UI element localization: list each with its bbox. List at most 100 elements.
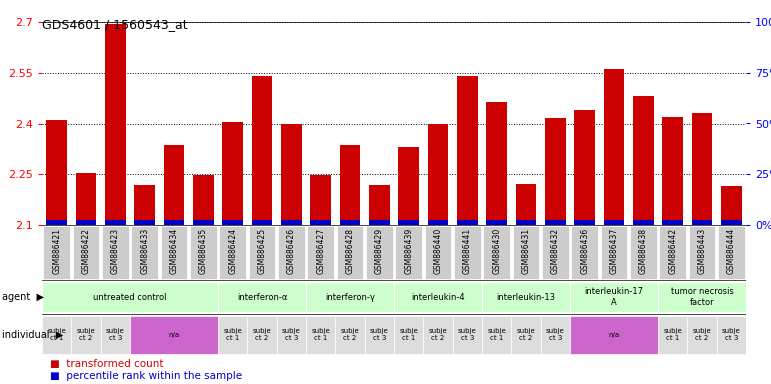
Bar — [340, 146, 360, 225]
Text: subje
ct 1: subje ct 1 — [487, 328, 506, 341]
Text: ■  percentile rank within the sample: ■ percentile rank within the sample — [49, 371, 242, 381]
Text: subje
ct 3: subje ct 3 — [458, 328, 476, 341]
Text: ■  transformed count: ■ transformed count — [49, 359, 163, 369]
FancyBboxPatch shape — [218, 316, 247, 354]
FancyBboxPatch shape — [394, 316, 423, 354]
FancyBboxPatch shape — [101, 316, 130, 354]
FancyBboxPatch shape — [190, 226, 217, 279]
Text: agent  ▶: agent ▶ — [2, 292, 44, 302]
FancyBboxPatch shape — [132, 226, 158, 279]
Bar — [163, 146, 184, 225]
Text: GSM886421: GSM886421 — [52, 228, 61, 274]
Text: n/a: n/a — [168, 332, 180, 338]
Text: GSM886443: GSM886443 — [698, 228, 706, 274]
Bar — [193, 220, 214, 225]
FancyBboxPatch shape — [394, 282, 482, 312]
Text: interferon-α: interferon-α — [237, 293, 287, 301]
Text: GSM886438: GSM886438 — [639, 228, 648, 274]
FancyBboxPatch shape — [687, 316, 717, 354]
Bar — [428, 220, 448, 225]
FancyBboxPatch shape — [542, 226, 568, 279]
Bar — [487, 101, 507, 225]
FancyBboxPatch shape — [511, 316, 540, 354]
Bar — [516, 220, 537, 225]
FancyBboxPatch shape — [72, 226, 99, 279]
Text: subje
ct 1: subje ct 1 — [311, 328, 330, 341]
Bar — [399, 220, 419, 225]
Text: subje
ct 2: subje ct 2 — [692, 328, 712, 341]
Text: GSM886427: GSM886427 — [316, 228, 325, 274]
Bar — [574, 220, 595, 225]
Bar — [604, 220, 625, 225]
Bar — [134, 185, 155, 225]
FancyBboxPatch shape — [218, 282, 306, 312]
Text: n/a: n/a — [608, 332, 620, 338]
FancyBboxPatch shape — [689, 226, 715, 279]
FancyBboxPatch shape — [658, 316, 687, 354]
FancyBboxPatch shape — [630, 226, 657, 279]
FancyBboxPatch shape — [658, 282, 746, 312]
Bar — [662, 117, 683, 225]
FancyBboxPatch shape — [335, 316, 365, 354]
Bar — [105, 24, 126, 225]
Text: GSM886432: GSM886432 — [550, 228, 560, 274]
Bar — [692, 220, 712, 225]
Bar — [222, 122, 243, 225]
Text: interleukin-4: interleukin-4 — [411, 293, 465, 301]
Bar — [516, 184, 537, 225]
FancyBboxPatch shape — [396, 226, 422, 279]
Bar — [545, 118, 566, 225]
Bar — [604, 70, 625, 225]
Bar — [633, 96, 654, 225]
Text: subje
ct 2: subje ct 2 — [253, 328, 271, 341]
Text: GSM886437: GSM886437 — [610, 228, 618, 274]
Bar — [105, 220, 126, 225]
Bar — [281, 124, 301, 225]
Bar — [46, 220, 67, 225]
FancyBboxPatch shape — [540, 316, 570, 354]
FancyBboxPatch shape — [161, 226, 187, 279]
Text: GSM886439: GSM886439 — [404, 228, 413, 274]
Bar — [76, 172, 96, 225]
FancyBboxPatch shape — [306, 316, 335, 354]
FancyBboxPatch shape — [718, 226, 745, 279]
Text: GSM886440: GSM886440 — [433, 228, 443, 274]
Bar — [311, 175, 331, 225]
FancyBboxPatch shape — [571, 226, 598, 279]
Text: GSM886425: GSM886425 — [258, 228, 267, 274]
FancyBboxPatch shape — [130, 316, 218, 354]
FancyBboxPatch shape — [247, 316, 277, 354]
Text: GSM886444: GSM886444 — [727, 228, 736, 274]
FancyBboxPatch shape — [42, 282, 218, 312]
FancyBboxPatch shape — [513, 226, 539, 279]
FancyBboxPatch shape — [43, 226, 70, 279]
Text: interferon-γ: interferon-γ — [325, 293, 375, 301]
Bar — [633, 220, 654, 225]
Text: GSM886435: GSM886435 — [199, 228, 208, 274]
FancyBboxPatch shape — [306, 282, 394, 312]
FancyBboxPatch shape — [425, 226, 451, 279]
Text: subje
ct 2: subje ct 2 — [429, 328, 447, 341]
FancyBboxPatch shape — [277, 316, 306, 354]
Text: GSM886429: GSM886429 — [375, 228, 384, 274]
FancyBboxPatch shape — [72, 316, 101, 354]
FancyBboxPatch shape — [337, 226, 363, 279]
FancyBboxPatch shape — [482, 316, 511, 354]
Bar — [134, 220, 155, 225]
Text: tumor necrosis
factor: tumor necrosis factor — [671, 287, 733, 307]
FancyBboxPatch shape — [453, 316, 482, 354]
FancyBboxPatch shape — [366, 226, 392, 279]
Bar — [692, 113, 712, 225]
Bar — [399, 147, 419, 225]
Text: subje
ct 2: subje ct 2 — [76, 328, 96, 341]
Text: subje
ct 1: subje ct 1 — [224, 328, 242, 341]
Bar — [662, 220, 683, 225]
FancyBboxPatch shape — [601, 226, 627, 279]
FancyBboxPatch shape — [717, 316, 746, 354]
Text: GSM886434: GSM886434 — [170, 228, 179, 274]
Text: GSM886422: GSM886422 — [82, 228, 90, 274]
Text: untreated control: untreated control — [93, 293, 167, 301]
Text: individual  ▶: individual ▶ — [2, 330, 63, 340]
Text: subje
ct 1: subje ct 1 — [399, 328, 418, 341]
Bar — [281, 220, 301, 225]
